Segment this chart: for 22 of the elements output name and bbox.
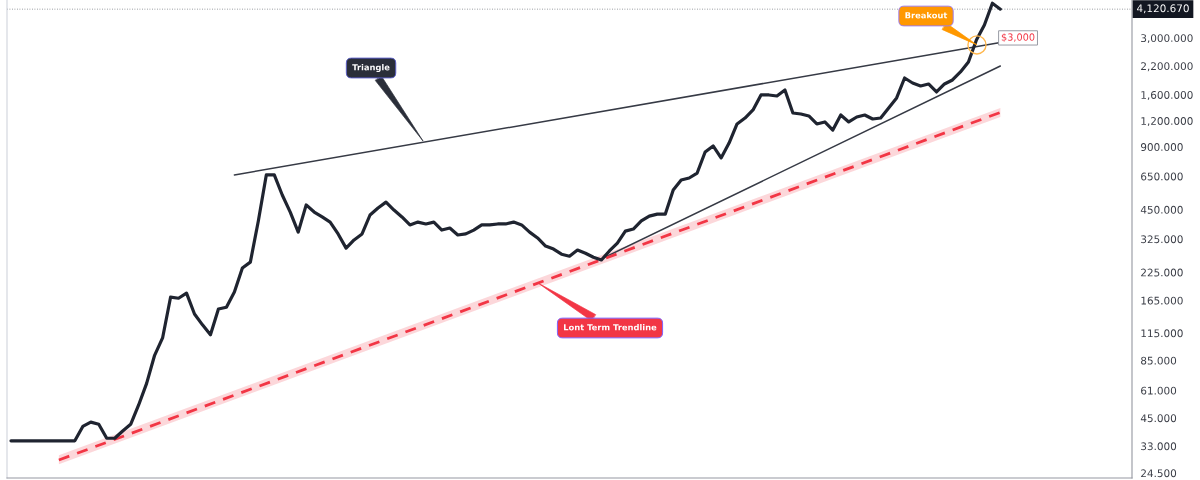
- y-tick-label: 3,000.000: [1141, 34, 1193, 44]
- y-tick-label: 33.000: [1141, 442, 1177, 451]
- annotation: Lont Term Trendline: [564, 323, 657, 331]
- y-tick-label: 2,200.000: [1141, 62, 1193, 72]
- annotation: $3,000: [1001, 33, 1035, 43]
- y-tick-label: 1,200.000: [1141, 117, 1193, 127]
- y-tick-label: 1,600.000: [1141, 91, 1193, 100]
- y-tick-label: 45.000: [1140, 414, 1177, 423]
- y-tick-label: 85.000: [1141, 356, 1177, 365]
- y-tick-label: 165.000: [1141, 296, 1183, 305]
- y-tick-label: 450.000: [1140, 205, 1183, 214]
- line-series: [9, 1, 1002, 443]
- ref-line-label: 4,120.670: [1137, 4, 1189, 14]
- y-tick-label: 650.000: [1141, 172, 1183, 181]
- y-tick-label: 325.000: [1141, 235, 1183, 244]
- y-tick-label: 61.000: [1141, 386, 1177, 395]
- y-tick-label: 24.500: [1141, 469, 1177, 478]
- annotation: Triangle: [352, 63, 390, 73]
- annotation: Breakout: [905, 11, 948, 19]
- y-tick-label: 900.000: [1140, 143, 1183, 151]
- y-tick-label: 115.000: [1141, 329, 1183, 338]
- y-tick-label: 225.000: [1141, 268, 1183, 277]
